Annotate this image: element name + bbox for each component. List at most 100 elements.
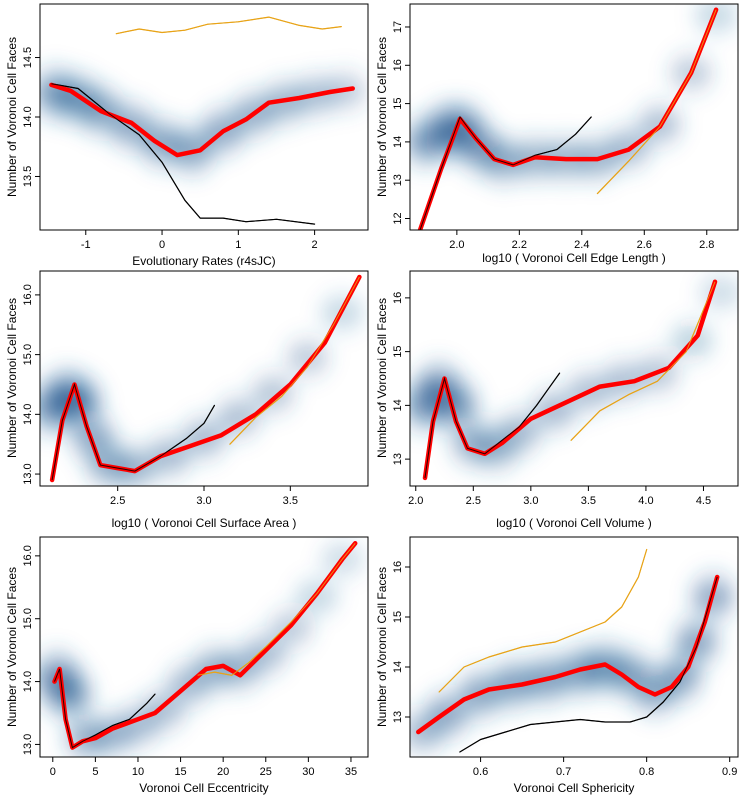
y-tick-label: 13.0	[22, 734, 34, 755]
panel-edge: log10 ( Voronoi Cell Edge Length ) Numbe…	[375, 3, 739, 265]
x-tick-label: 2.0	[408, 495, 423, 507]
series-overlay-orange	[116, 16, 342, 35]
density-core	[501, 418, 538, 446]
x-tick-label: 2.6	[637, 239, 652, 251]
y-tick-label: 16	[392, 292, 404, 304]
y-tick-label: 15	[392, 611, 404, 623]
density-core	[51, 678, 88, 710]
x-tick-label: 2.8	[699, 239, 714, 251]
series-line-orange	[115, 16, 342, 35]
y-axis-label: Number of Voronoi Cell Faces	[375, 37, 389, 197]
plot-frame	[409, 270, 739, 487]
y-axis-label: Number of Voronoi Cell Faces	[5, 37, 19, 197]
y-tick-label: 16.0	[22, 545, 34, 566]
x-tick-label: 3.5	[581, 495, 596, 507]
series-overlay-orange	[438, 549, 648, 693]
y-tick-label: 15.0	[22, 608, 34, 629]
plot-frame	[409, 536, 739, 758]
x-tick-label: 3.0	[523, 495, 538, 507]
plot-area	[40, 16, 368, 225]
x-tick-label: 20	[217, 766, 229, 778]
y-tick-label: 13	[392, 711, 404, 723]
x-tick-label: 15	[174, 766, 186, 778]
y-tick-label: 14.0	[22, 404, 34, 425]
density-cloud	[410, 4, 738, 191]
series-overlay-black	[54, 668, 156, 749]
x-axis-label: Voronoi Cell Eccentricity	[139, 781, 268, 795]
y-tick-label: 13	[392, 174, 404, 186]
plot-area	[410, 271, 738, 481]
panel-eccentricity: Voronoi Cell Eccentricity Number of Voro…	[5, 536, 369, 795]
density-core	[698, 4, 735, 28]
y-tick-label: 14	[392, 399, 404, 411]
plot-area	[410, 548, 738, 757]
x-tick-label: 0.8	[639, 766, 654, 778]
x-tick-label: 4.5	[696, 495, 711, 507]
series-overlay-orange	[197, 542, 356, 676]
y-tick-label: 12	[392, 212, 404, 224]
series-overlay-black	[459, 576, 718, 753]
x-tick-label: 2.2	[512, 239, 527, 251]
panel-volume: log10 ( Voronoi Cell Volume ) Number of …	[375, 270, 739, 530]
x-tick-label: 0.7	[556, 766, 571, 778]
series-line-red	[49, 82, 355, 158]
x-tick-label: 0.6	[473, 766, 488, 778]
density-cloud	[40, 62, 368, 181]
y-axis-label: Number of Voronoi Cell Faces	[375, 298, 389, 458]
x-tick-label: 2.4	[574, 239, 589, 251]
plot-area	[40, 537, 368, 757]
x-tick-label: 35	[345, 766, 357, 778]
panel-rates: Evolutionary Rates (r4sJC) Number of Vor…	[5, 3, 369, 268]
x-axis-label: log10 ( Voronoi Cell Volume )	[496, 516, 651, 530]
x-tick-label: 2.0	[449, 239, 464, 251]
x-tick-label: 3.0	[196, 495, 211, 507]
plot-frame	[409, 3, 739, 231]
density-cloud	[410, 271, 738, 477]
density-cloud	[40, 537, 368, 757]
y-tick-label: 16	[392, 59, 404, 71]
density-core	[255, 380, 292, 407]
x-tick-label: 2.5	[110, 495, 125, 507]
plot-frame	[39, 536, 369, 758]
x-tick-label: 0	[159, 239, 165, 251]
y-tick-label: 13.5	[22, 166, 34, 187]
density-core	[438, 389, 475, 421]
series-overlay-black	[51, 83, 315, 225]
y-tick-label: 16.0	[22, 284, 34, 305]
series-overlay-orange	[570, 281, 716, 441]
series-overlay-orange	[229, 276, 360, 445]
x-tick-label: 1	[235, 239, 241, 251]
y-tick-label: 13	[392, 453, 404, 465]
plot-area	[40, 274, 368, 486]
x-tick-label: 0.9	[722, 766, 737, 778]
y-tick-label: 15.0	[22, 344, 34, 365]
y-tick-label: 13.0	[22, 463, 34, 484]
density-core	[220, 404, 257, 431]
series-overlay-orange	[597, 9, 717, 194]
x-tick-label: 2.5	[466, 495, 481, 507]
series-overlay-black	[419, 115, 592, 230]
y-tick-label: 15	[392, 97, 404, 109]
x-tick-label: 2	[312, 239, 318, 251]
y-tick-label: 14	[392, 136, 404, 148]
x-tick-label: 3.5	[283, 495, 298, 507]
y-tick-label: 14.0	[22, 671, 34, 692]
x-axis-label: log10 ( Voronoi Cell Edge Length )	[482, 251, 665, 265]
x-tick-label: 30	[302, 766, 314, 778]
y-axis-label: Number of Voronoi Cell Faces	[5, 298, 19, 458]
y-tick-label: 14	[392, 661, 404, 673]
series-overlay-black	[424, 372, 561, 478]
x-axis-label: Evolutionary Rates (r4sJC)	[132, 254, 275, 268]
y-axis-label: Number of Voronoi Cell Faces	[375, 567, 389, 727]
y-tick-label: 14.0	[22, 106, 34, 127]
x-axis-label: log10 ( Voronoi Cell Surface Area )	[112, 516, 297, 530]
panel-area: log10 ( Voronoi Cell Surface Area ) Numb…	[5, 270, 369, 530]
x-tick-label: 10	[132, 766, 144, 778]
series-line-red	[416, 574, 720, 735]
y-tick-label: 17	[392, 21, 404, 33]
x-tick-label: 25	[260, 766, 272, 778]
x-tick-label: 0	[50, 766, 56, 778]
x-axis-label: Voronoi Cell Sphericity	[514, 781, 635, 795]
panel-sphericity: Voronoi Cell Sphericity Number of Vorono…	[375, 536, 739, 795]
